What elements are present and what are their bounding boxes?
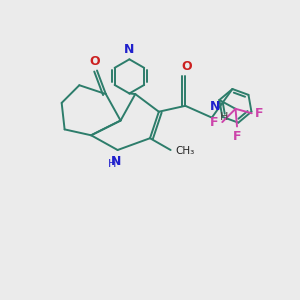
Text: O: O	[89, 55, 100, 68]
Text: N: N	[111, 155, 121, 168]
Text: N: N	[124, 43, 135, 56]
Text: F: F	[210, 116, 219, 129]
Text: H: H	[220, 112, 228, 122]
Text: F: F	[233, 130, 241, 143]
Text: CH₃: CH₃	[175, 146, 194, 157]
Text: N: N	[210, 100, 220, 113]
Text: H: H	[108, 159, 116, 169]
Text: O: O	[182, 60, 192, 73]
Text: F: F	[255, 107, 264, 120]
